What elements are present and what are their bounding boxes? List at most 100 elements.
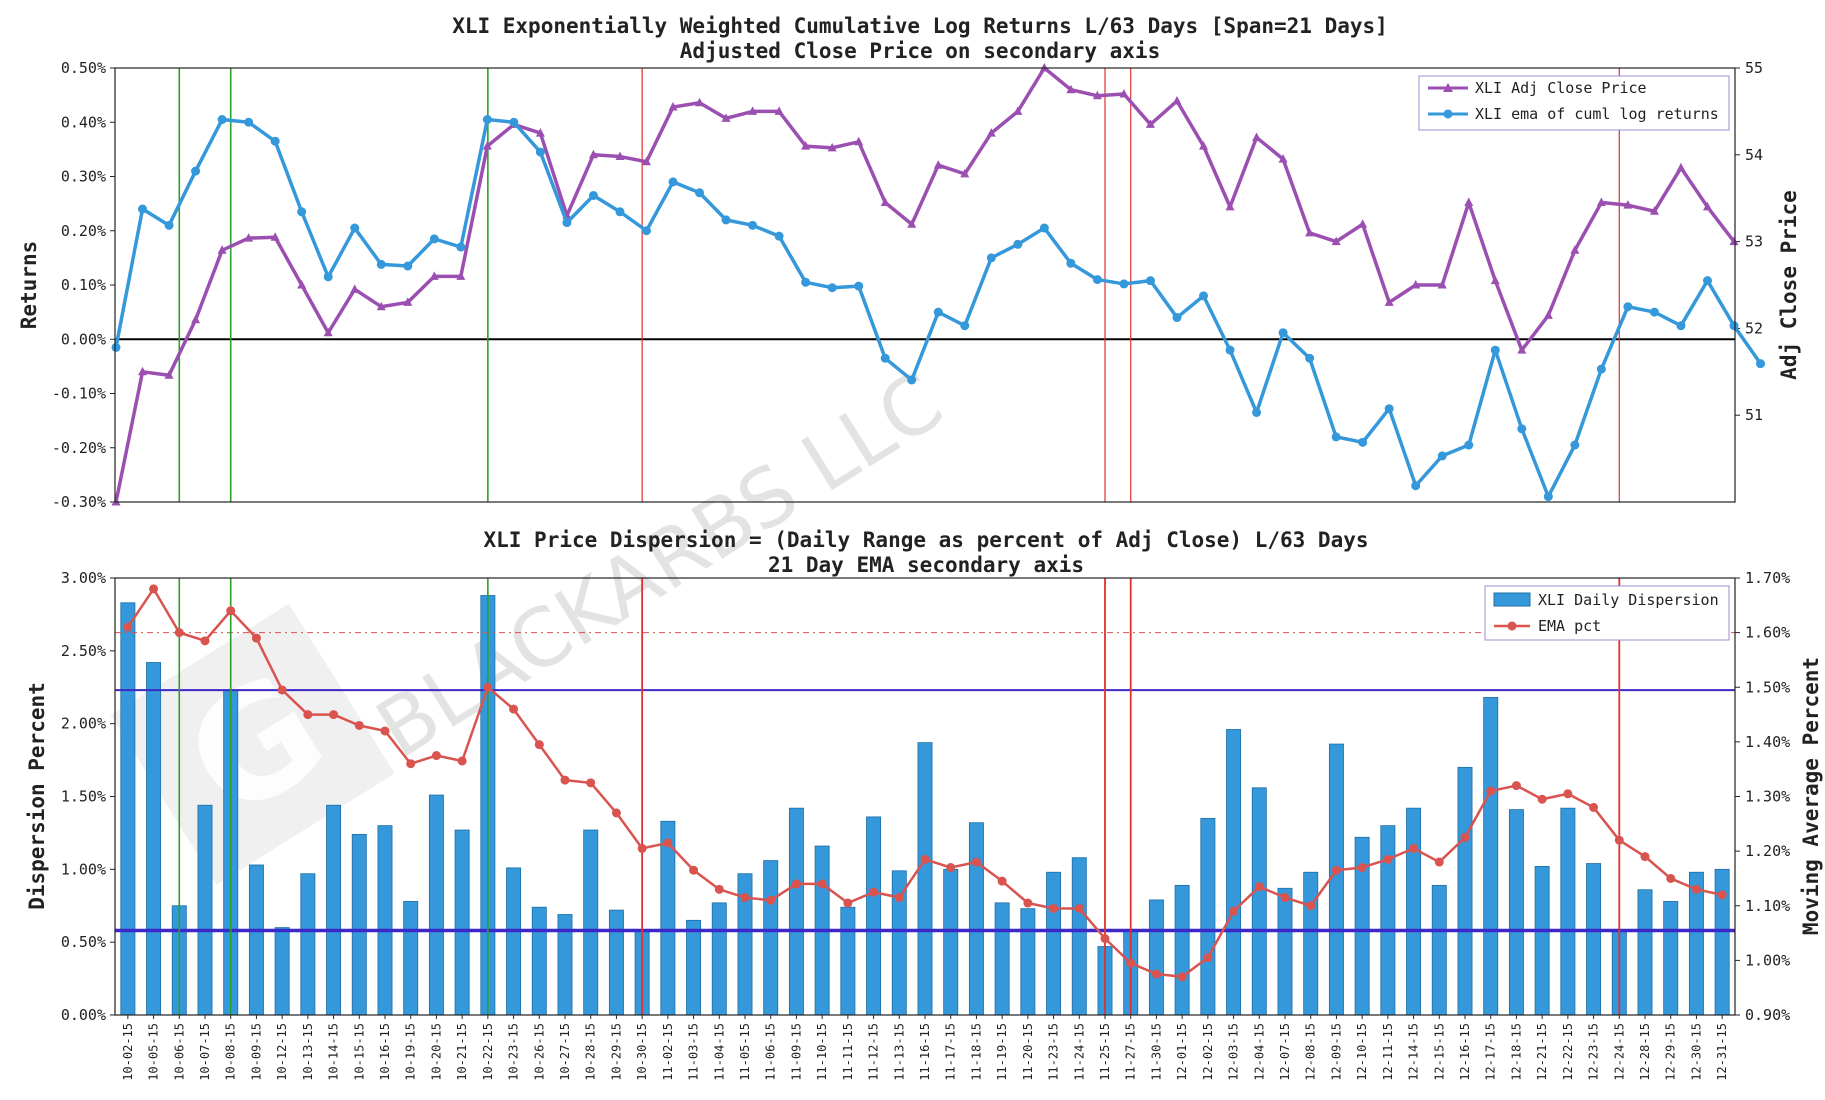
dispersion-bar <box>866 816 882 1016</box>
legend-ema-label: XLI ema of cuml log returns <box>1475 105 1719 123</box>
adj-close-point <box>1596 197 1606 207</box>
adj-close-point <box>1649 206 1659 215</box>
adj-close-point <box>588 149 598 159</box>
top-legend: XLI Adj Close Price XLI ema of cuml log … <box>1418 75 1730 131</box>
x-tick-label: 11-09-15 <box>789 1023 803 1081</box>
adj-close-point <box>244 233 254 242</box>
dispersion-bar <box>1457 766 1473 1016</box>
top-y2-tick-label: 53 <box>1745 233 1763 251</box>
ema-pct-point <box>663 838 673 848</box>
x-tick-label: 11-05-15 <box>738 1023 752 1081</box>
x-tick-label: 10-27-15 <box>558 1023 572 1081</box>
ema-pct-point <box>869 887 879 897</box>
ema-pct-point <box>431 751 441 761</box>
adj-close-point <box>1039 63 1049 72</box>
x-tick-label: 11-16-15 <box>918 1023 932 1081</box>
dispersion-bar <box>1663 900 1679 1016</box>
adj-close-point <box>907 219 917 228</box>
dispersion-bar <box>763 860 779 1016</box>
bottom-plot-frame <box>114 577 1736 1016</box>
x-tick-label: 12-02-15 <box>1201 1023 1215 1081</box>
ema-cuml-log-returns-point <box>907 375 917 385</box>
bottom-y2-tick-label: 1.10% <box>1745 897 1790 915</box>
bottom-y2-label: Moving Average Percent <box>1799 657 1823 935</box>
dispersion-bar <box>351 833 367 1016</box>
adj-close-point <box>191 314 201 324</box>
ema-cuml-log-returns-point <box>986 253 996 263</box>
dispersion-bar <box>1637 889 1653 1016</box>
dispersion-bar <box>146 662 162 1016</box>
x-tick-label: 12-24-15 <box>1612 1023 1626 1081</box>
ema-pct-point <box>1126 958 1136 968</box>
top-signal-lines <box>178 68 1620 502</box>
top-chart-title: XLI Exponentially Weighted Cumulative Lo… <box>452 14 1388 38</box>
top-y-tick-label: -0.10% <box>52 385 106 403</box>
ema-pct-point <box>946 863 956 873</box>
adj-close-point <box>827 142 837 152</box>
legend-ema-pct-marker <box>1507 621 1517 631</box>
dispersion-bar <box>1508 809 1524 1016</box>
ema-cuml-log-returns-point <box>1225 345 1235 355</box>
dispersion-bar <box>660 820 676 1016</box>
ema-cuml-log-returns-point <box>191 166 201 176</box>
x-tick-label: 12-01-15 <box>1175 1023 1189 1081</box>
adj-close-point <box>668 102 678 111</box>
adj-close-point <box>1437 280 1447 289</box>
x-tick-label: 10-06-15 <box>172 1023 186 1081</box>
top-legend-box <box>1418 75 1730 131</box>
ema-pct-point <box>611 808 621 818</box>
ema-cuml-log-returns-point <box>960 321 970 331</box>
ema-cuml-log-returns-point <box>1543 492 1553 502</box>
ema-cuml-log-returns-point <box>482 115 492 125</box>
bottom-y2-tick-label: 1.60% <box>1745 624 1790 642</box>
dispersion-bar <box>1586 863 1602 1016</box>
ema-cuml-log-returns-point <box>1145 276 1155 286</box>
ema-pct-point <box>380 726 390 736</box>
x-tick-label: 10-22-15 <box>481 1023 495 1081</box>
bottom-y2-tick-label: 0.90% <box>1745 1006 1790 1024</box>
adj-close-point <box>854 136 864 146</box>
ema-cuml-log-returns-point <box>1702 276 1712 286</box>
adj-close-point <box>721 113 731 122</box>
x-tick-label: 11-13-15 <box>892 1023 906 1081</box>
x-tick-label: 10-29-15 <box>609 1023 623 1081</box>
ema-cuml-log-returns-point <box>270 136 280 146</box>
ema-pct-point <box>329 710 339 720</box>
ema-pct-point <box>1434 857 1444 867</box>
ema-pct-point <box>1306 901 1316 911</box>
bottom-y-tick-label: 2.00% <box>61 715 106 733</box>
adj-close-point <box>1623 200 1633 209</box>
x-tick-label: 12-04-15 <box>1252 1023 1266 1081</box>
x-tick-label: 11-24-15 <box>1072 1023 1086 1081</box>
x-tick-label: 10-28-15 <box>584 1023 598 1081</box>
adj-close-point <box>1199 141 1209 150</box>
ema-cuml-log-returns-point <box>1649 307 1659 317</box>
top-y-tick-label: 0.00% <box>61 330 106 348</box>
x-tick-label: 10-09-15 <box>249 1023 263 1081</box>
ema-pct-point <box>817 879 827 889</box>
x-tick-label: 12-22-15 <box>1561 1023 1575 1081</box>
x-tick-label: 12-29-15 <box>1664 1023 1678 1081</box>
x-tick-label: 10-14-15 <box>327 1023 341 1081</box>
ema-cuml-log-returns-point <box>350 223 360 233</box>
bottom-y-tick-label: 0.00% <box>61 1006 106 1024</box>
ema-cuml-log-returns-point <box>1199 291 1209 301</box>
adj-close-point <box>138 366 148 376</box>
adj-close-point <box>1145 119 1155 128</box>
ema-pct-point <box>303 710 313 720</box>
adj-close-point <box>1729 236 1739 246</box>
ema-pct-point <box>277 685 287 695</box>
dispersion-bar <box>326 804 342 1016</box>
dispersion-bar <box>197 804 213 1016</box>
dispersion-bar <box>300 873 316 1016</box>
dispersion-bar <box>1148 899 1164 1016</box>
x-tick-label: 12-31-15 <box>1715 1023 1729 1081</box>
dispersion-bar <box>1200 817 1216 1016</box>
ema-pct-point <box>509 704 519 714</box>
adj-close-point <box>960 168 970 178</box>
ema-cuml-log-returns-point <box>509 117 519 127</box>
ema-pct-point <box>1280 893 1290 903</box>
ema-pct-point <box>714 884 724 894</box>
x-tick-label: 10-08-15 <box>224 1023 238 1081</box>
bottom-y-tick-label: 3.00% <box>61 569 106 587</box>
